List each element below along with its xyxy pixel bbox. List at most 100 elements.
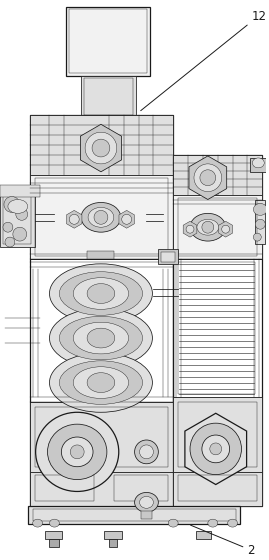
Bar <box>30 115 173 506</box>
Ellipse shape <box>73 278 129 309</box>
Bar <box>45 531 62 539</box>
Bar <box>30 115 173 175</box>
Bar <box>3 195 31 244</box>
Ellipse shape <box>59 316 143 360</box>
Ellipse shape <box>253 233 261 241</box>
Ellipse shape <box>94 211 108 224</box>
Ellipse shape <box>88 207 114 227</box>
Ellipse shape <box>208 519 218 527</box>
Ellipse shape <box>85 132 117 164</box>
Bar <box>173 259 262 398</box>
Ellipse shape <box>222 225 230 233</box>
Ellipse shape <box>16 208 28 220</box>
Ellipse shape <box>197 220 219 235</box>
Polygon shape <box>189 156 227 199</box>
Ellipse shape <box>202 221 214 233</box>
Ellipse shape <box>36 412 119 492</box>
Bar <box>158 249 178 264</box>
Bar <box>140 511 153 519</box>
Bar <box>30 403 173 472</box>
Bar <box>104 531 122 539</box>
Bar <box>173 155 262 194</box>
Bar <box>0 185 40 197</box>
Bar <box>114 475 168 501</box>
Ellipse shape <box>252 158 264 168</box>
Bar <box>30 259 173 403</box>
Ellipse shape <box>59 361 143 404</box>
Bar <box>35 407 168 466</box>
Ellipse shape <box>70 445 84 459</box>
Ellipse shape <box>92 139 110 157</box>
Ellipse shape <box>73 367 129 398</box>
Ellipse shape <box>122 214 132 224</box>
Bar <box>173 398 262 472</box>
Bar <box>81 76 136 118</box>
Polygon shape <box>66 211 82 228</box>
Bar <box>69 10 147 73</box>
Ellipse shape <box>202 435 230 463</box>
Bar <box>66 7 150 76</box>
Bar <box>173 155 262 506</box>
Bar <box>30 175 173 259</box>
Ellipse shape <box>59 272 143 315</box>
Bar <box>109 539 117 547</box>
Bar <box>35 475 94 501</box>
Ellipse shape <box>134 492 158 512</box>
Ellipse shape <box>190 213 226 241</box>
Ellipse shape <box>13 227 27 241</box>
Polygon shape <box>185 413 247 484</box>
Bar <box>28 506 240 524</box>
Ellipse shape <box>228 519 238 527</box>
Polygon shape <box>80 124 122 172</box>
Ellipse shape <box>190 423 242 475</box>
Ellipse shape <box>253 203 267 216</box>
Ellipse shape <box>49 519 59 527</box>
Bar <box>173 194 262 259</box>
Ellipse shape <box>210 443 222 455</box>
Ellipse shape <box>49 309 153 368</box>
Polygon shape <box>219 221 232 237</box>
Ellipse shape <box>134 440 158 464</box>
Polygon shape <box>119 211 134 228</box>
Bar <box>161 252 175 262</box>
Ellipse shape <box>87 328 115 348</box>
Bar <box>33 509 236 521</box>
Bar <box>30 472 173 506</box>
Text: 2: 2 <box>247 544 255 557</box>
Ellipse shape <box>255 220 265 229</box>
Ellipse shape <box>4 197 20 212</box>
Ellipse shape <box>48 424 107 479</box>
Ellipse shape <box>5 237 15 247</box>
Bar <box>178 403 257 466</box>
Ellipse shape <box>73 322 129 354</box>
Bar <box>255 199 265 244</box>
Polygon shape <box>183 221 197 237</box>
Bar <box>250 158 266 172</box>
Bar <box>84 78 133 115</box>
Ellipse shape <box>33 519 43 527</box>
Ellipse shape <box>140 445 153 459</box>
Bar <box>87 251 114 259</box>
Ellipse shape <box>69 214 79 224</box>
Ellipse shape <box>61 437 93 466</box>
Ellipse shape <box>87 373 115 393</box>
Ellipse shape <box>81 203 121 232</box>
Ellipse shape <box>186 225 194 233</box>
Ellipse shape <box>8 199 28 213</box>
Bar <box>49 539 59 547</box>
Ellipse shape <box>87 283 115 304</box>
Ellipse shape <box>49 353 153 412</box>
Bar <box>178 198 257 256</box>
Text: 12: 12 <box>251 10 266 23</box>
Bar <box>0 193 35 247</box>
Ellipse shape <box>3 222 13 232</box>
Ellipse shape <box>168 519 178 527</box>
Ellipse shape <box>200 170 216 186</box>
Bar <box>178 262 255 394</box>
Bar <box>35 178 168 256</box>
Ellipse shape <box>194 164 222 192</box>
Bar <box>173 472 262 506</box>
Ellipse shape <box>49 264 153 323</box>
Ellipse shape <box>140 496 153 508</box>
Bar <box>178 475 257 501</box>
